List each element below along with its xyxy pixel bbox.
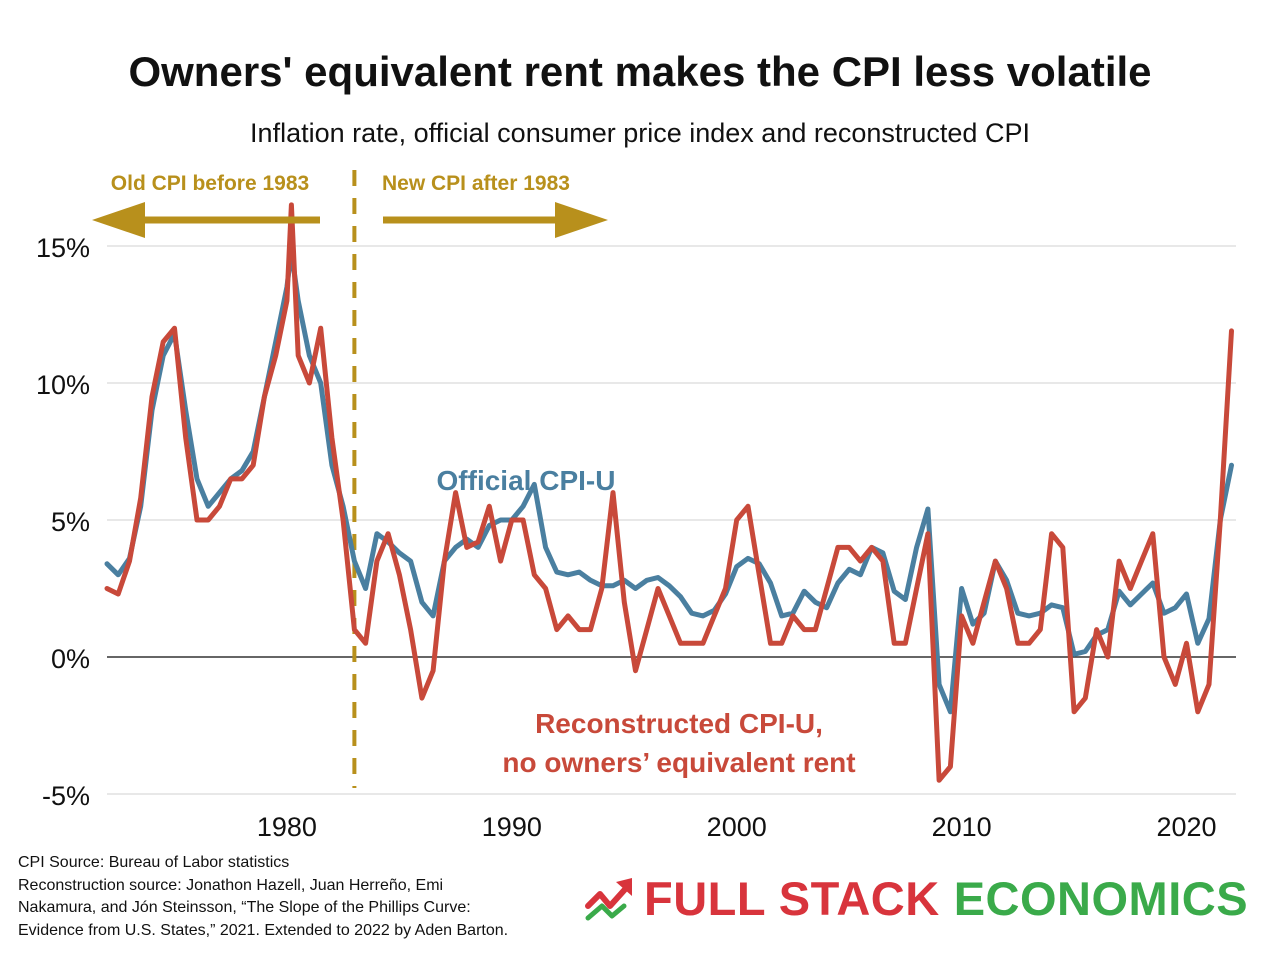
logo-text-economics: ECONOMICS	[953, 871, 1249, 925]
trend-arrow-icon	[585, 878, 632, 921]
reconstructed-series-label-line2: no owners’ equivalent rent	[502, 747, 855, 778]
series-lines	[104, 202, 1234, 783]
y-tick-label: 10%	[36, 370, 90, 400]
reconstructed-series-label-line1: Reconstructed CPI-U,	[535, 708, 823, 739]
brand-logo: FULL STACK ECONOMICS	[584, 868, 1248, 928]
axis-labels: 15% 10% 5% 0% -5% 1980 1990 2000 2010 2020	[36, 233, 1217, 842]
x-tick-label: 2010	[932, 812, 992, 842]
official-cpi-line	[104, 249, 1234, 715]
x-tick-label: 2020	[1156, 812, 1216, 842]
official-series-label: Official CPI-U	[437, 465, 616, 496]
arrow-left-icon	[92, 202, 320, 238]
reconstructed-cpi-line	[104, 202, 1234, 783]
source-line: Evidence from U.S. States,” 2021. Extend…	[18, 921, 509, 939]
y-tick-label: 0%	[51, 644, 90, 674]
line-chart: 15% 10% 5% 0% -5% 1980 1990 2000 2010 2020 Old CP…	[36, 170, 1236, 842]
source-line: CPI Source: Bureau of Labor statistics	[18, 854, 290, 871]
x-tick-label: 1980	[257, 812, 317, 842]
page-title: Owners' equivalent rent makes the CPI le…	[128, 48, 1152, 95]
y-tick-label: 15%	[36, 233, 90, 263]
source-line: Reconstruction source: Jonathon Hazell, …	[18, 876, 444, 894]
chart-subtitle: Inflation rate, official consumer price …	[250, 118, 1030, 148]
old-cpi-label: Old CPI before 1983	[111, 172, 309, 195]
x-tick-label: 2000	[707, 812, 767, 842]
arrow-right-icon	[383, 202, 608, 238]
source-line: Nakamura, and Jón Steinsson, “The Slope …	[18, 899, 471, 916]
new-cpi-label: New CPI after 1983	[382, 172, 570, 195]
y-tick-label: 5%	[51, 507, 90, 537]
logo-text-full-stack: FULL STACK	[644, 871, 940, 925]
source-notes: CPI Source: Bureau of Labor statistics R…	[18, 852, 508, 942]
y-tick-label: -5%	[42, 781, 90, 811]
x-tick-label: 1990	[482, 812, 542, 842]
